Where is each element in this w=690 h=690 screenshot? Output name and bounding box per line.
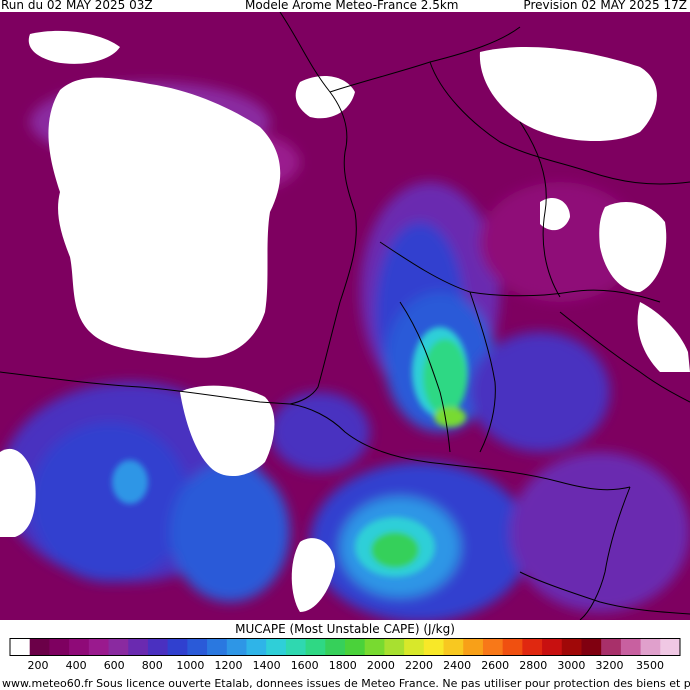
colorbar-swatch	[620, 638, 642, 656]
colorbar-swatch	[305, 638, 326, 656]
colorbar-tick-label: 2800	[519, 659, 548, 672]
colorbar-swatch	[128, 638, 149, 656]
colorbar-swatch	[285, 638, 307, 656]
colorbar-swatch	[226, 638, 247, 656]
colorbar-tick-label: 2400	[443, 659, 472, 672]
colorbar-tick-label: 1800	[328, 659, 357, 672]
colorbar-ticks: 200 400 600 800 1000 1200 1400 1600 1800 2000 2200…	[0, 660, 690, 674]
colorbar-swatch	[187, 638, 208, 656]
colorbar-swatch	[640, 638, 661, 656]
colorbar-swatch	[108, 638, 129, 656]
colorbar-tick-label: 1400	[252, 659, 281, 672]
colorbar-tick-label: 2200	[405, 659, 433, 672]
colorbar-swatch	[325, 638, 346, 656]
colorbar	[9, 638, 681, 656]
colorbar-tick-label: 3000	[557, 659, 586, 672]
colorbar-tick-label: 1200	[214, 659, 243, 672]
colorbar-swatch	[404, 638, 425, 656]
colorbar-swatch	[542, 638, 563, 656]
colorbar-swatch	[463, 638, 484, 656]
forecast-time-label: Prevision 02 MAY 2025 17Z	[523, 0, 687, 12]
colorbar-swatch	[522, 638, 543, 656]
high-cape-cores	[112, 327, 468, 577]
legend-title: MUCAPE (Most Unstable CAPE) (J/kg)	[235, 622, 455, 636]
colorbar-swatch	[581, 638, 602, 656]
colorbar-tick-label: 2600	[481, 659, 510, 672]
colorbar-tick-label: 1000	[176, 659, 205, 672]
colorbar-swatch	[384, 638, 405, 656]
header-bar: Run du 02 MAY 2025 03Z Modele Arome Mete…	[0, 0, 690, 12]
footer-credit: www.meteo60.fr Sous licence ouverte Etal…	[2, 677, 690, 690]
colorbar-swatch	[10, 638, 31, 656]
colorbar-tick-label: 2000	[366, 659, 395, 672]
colorbar-tick-label: 600	[103, 659, 125, 672]
colorbar-swatch	[29, 638, 50, 656]
colorbar-swatch	[266, 638, 287, 656]
colorbar-tick-label: 800	[141, 659, 163, 672]
colorbar-tick-label: 400	[65, 659, 87, 672]
run-time-label: Run du 02 MAY 2025 03Z	[1, 0, 153, 12]
colorbar-swatch	[88, 638, 110, 656]
colorbar-swatch	[147, 638, 169, 656]
coastlines-borders	[0, 12, 690, 620]
colorbar-swatch	[69, 638, 90, 656]
colorbar-swatch	[601, 638, 622, 656]
colorbar-swatch	[660, 638, 681, 656]
colorbar-swatch	[207, 638, 228, 656]
colorbar-swatch	[561, 638, 582, 656]
colorbar-swatch	[443, 638, 464, 656]
cape-map	[0, 12, 690, 620]
colorbar-tick-label: 3500	[636, 659, 664, 672]
model-name-label: Modele Arome Meteo-France 2.5km	[245, 0, 459, 12]
colorbar-swatch	[49, 638, 70, 656]
colorbar-tick-label: 3200	[595, 659, 624, 672]
colorbar-swatch	[246, 638, 267, 656]
colorbar-swatch	[167, 638, 188, 656]
colorbar-border	[9, 638, 681, 656]
colorbar-swatch	[364, 638, 385, 656]
no-data-areas	[0, 30, 690, 612]
colorbar-swatch	[345, 638, 366, 656]
colorbar-swatch	[482, 638, 504, 656]
colorbar-tick-label: 1600	[290, 659, 319, 672]
colorbar-tick-label: 200	[27, 659, 49, 672]
colorbar-swatch	[502, 638, 523, 656]
colorbar-swatch	[423, 638, 445, 656]
